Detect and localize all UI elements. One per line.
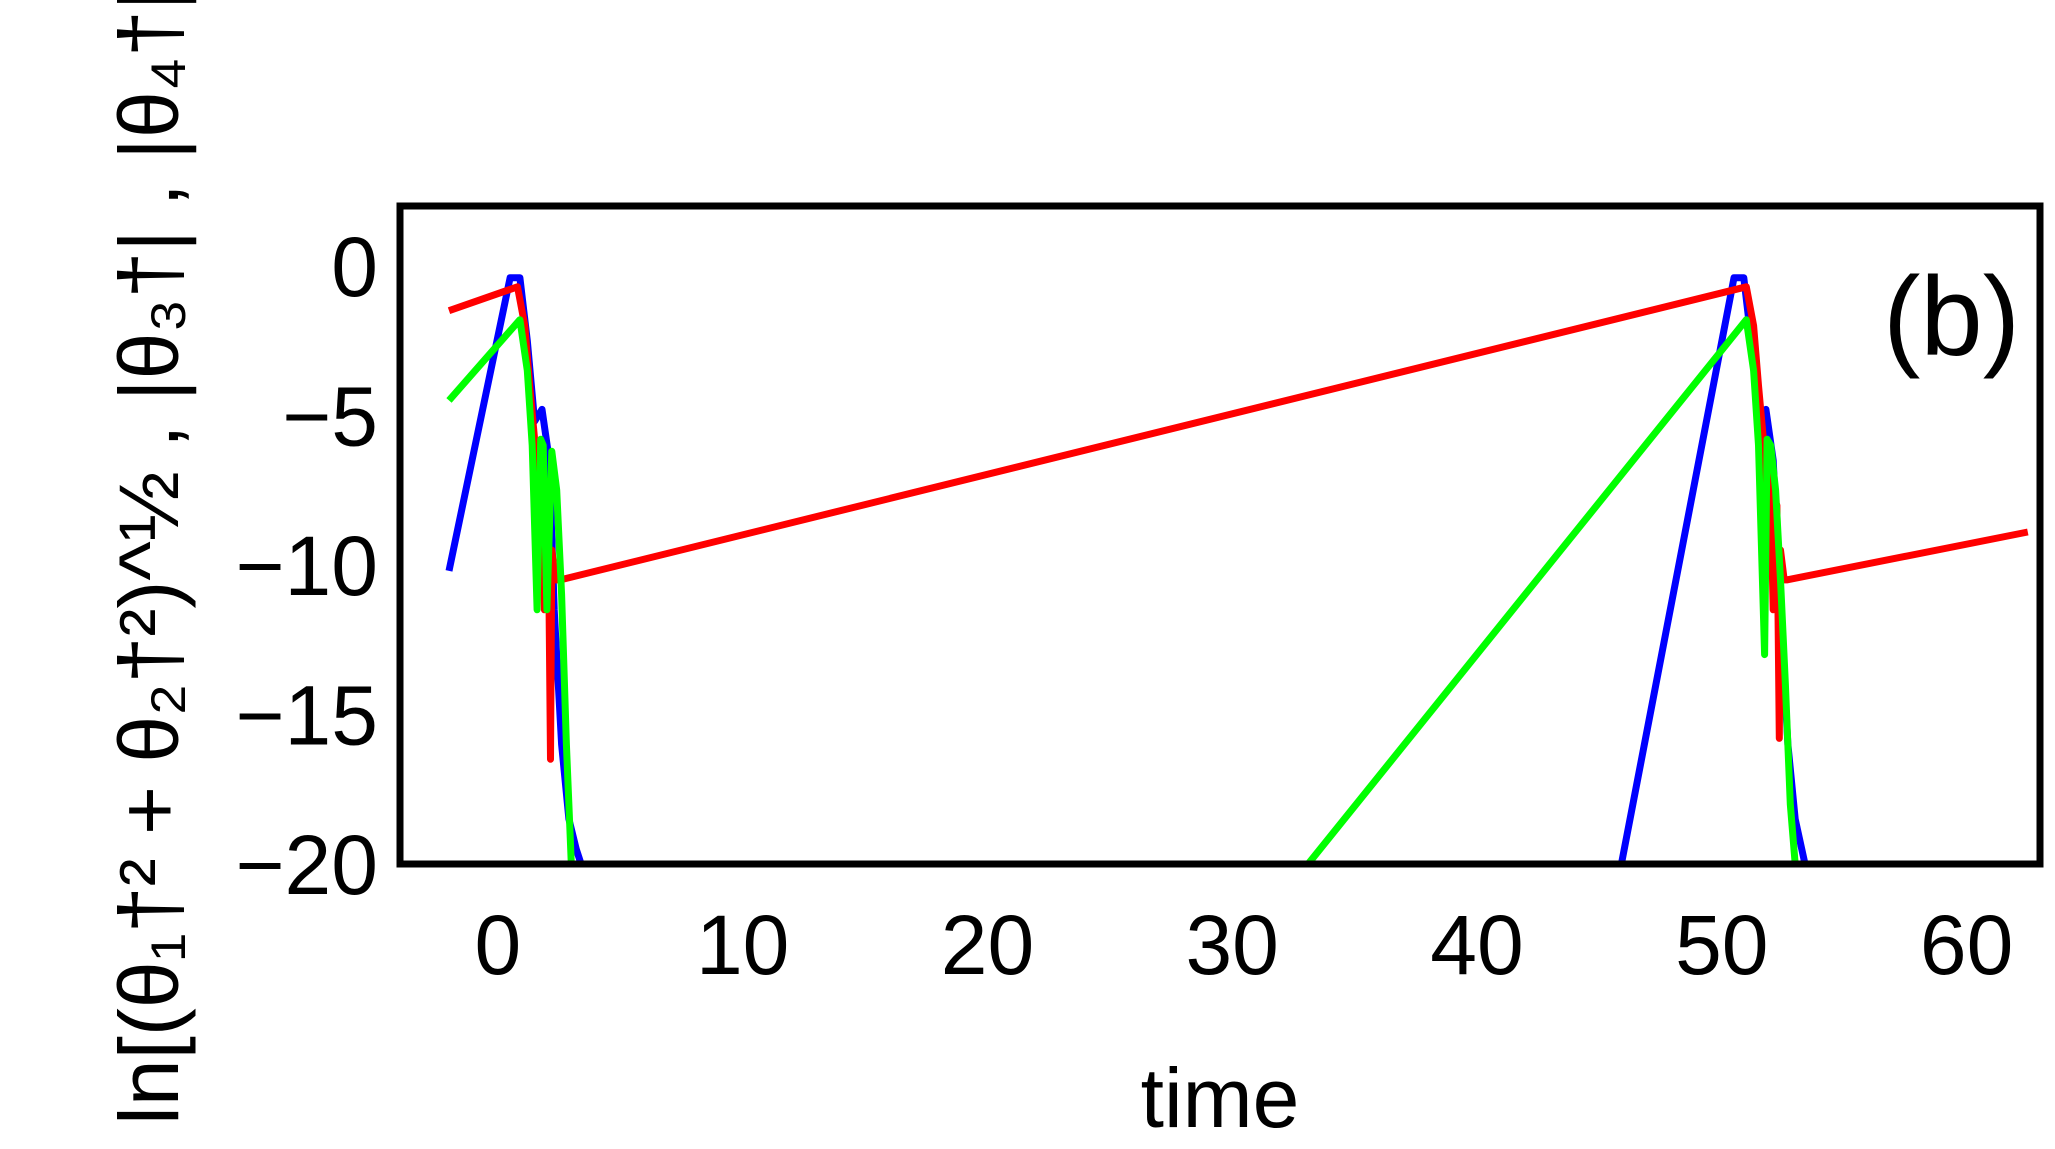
x-tick-label: 10 bbox=[696, 898, 789, 992]
series-line-1 bbox=[445, 274, 1809, 864]
panel-label: (b) bbox=[1883, 254, 2020, 379]
series-line-3 bbox=[446, 316, 1799, 864]
x-tick-label: 20 bbox=[941, 898, 1034, 992]
x-tick-labels: 0 10 20 30 40 50 60 bbox=[475, 898, 2014, 992]
x-tick-label: 0 bbox=[475, 898, 522, 992]
x-tick-label: 30 bbox=[1185, 898, 1278, 992]
y-tick-label: −20 bbox=[236, 818, 379, 912]
x-tick-label: 60 bbox=[1920, 898, 2013, 992]
x-tick-label: 50 bbox=[1675, 898, 1768, 992]
y-tick-labels: 0 −5 −10 −15 −20 bbox=[236, 220, 379, 912]
y-tick-label: −10 bbox=[236, 519, 379, 613]
y-tick-label: 0 bbox=[331, 220, 378, 314]
y-tick-label: −15 bbox=[236, 669, 379, 763]
plot-frame bbox=[396, 202, 2044, 868]
series-line-2 bbox=[447, 283, 2029, 763]
x-axis-label: time bbox=[1141, 1051, 1300, 1145]
y-tick-label: −5 bbox=[282, 369, 378, 463]
y-axis-label: ln[(θ₁†² + θ₂†²)^½ , |θ₃†| , |θ₄†|] bbox=[102, 0, 196, 1125]
x-tick-label: 40 bbox=[1430, 898, 1523, 992]
series-layer bbox=[445, 274, 2029, 864]
